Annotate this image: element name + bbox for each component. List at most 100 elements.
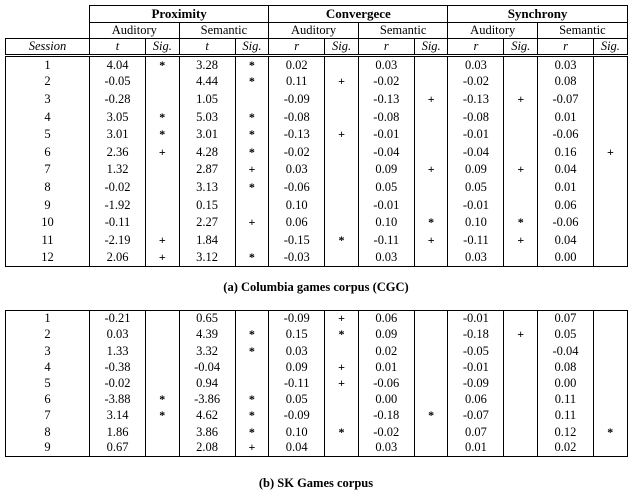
- sig-cell: *: [234, 108, 270, 126]
- sig-cell: [145, 359, 180, 376]
- sig-cell: [592, 310, 628, 327]
- sig-cell: +: [503, 161, 539, 179]
- value-cell: 0.02: [357, 343, 415, 360]
- value-cell: 0.02: [536, 440, 594, 457]
- sig-cell: [145, 196, 180, 214]
- column-header-sig: Sig.: [593, 38, 628, 57]
- sig-cell: [413, 73, 449, 91]
- value-cell: 0.16: [537, 143, 595, 162]
- column-header-sig: Sig.: [324, 38, 359, 57]
- value-cell: 0.11: [268, 73, 326, 91]
- session-cell: 1: [5, 310, 90, 327]
- sig-cell: [593, 178, 628, 197]
- value-cell: -0.01: [447, 196, 505, 214]
- sig-cell: [324, 249, 359, 268]
- value-cell: 0.03: [268, 161, 326, 179]
- value-cell: 0.09: [357, 326, 415, 343]
- sig-cell: [413, 55, 449, 74]
- table-row: 10 -0.11 2.27 +0.06 0.10 * 0.10 * -0.06: [5, 213, 628, 232]
- value-cell: -0.06: [357, 375, 415, 392]
- sig-cell: [234, 196, 270, 214]
- value-cell: 0.04: [537, 231, 595, 250]
- sig-cell: [593, 125, 628, 144]
- value-cell: -0.01: [357, 125, 415, 144]
- sig-cell: [503, 55, 539, 74]
- value-cell: 0.10: [268, 196, 326, 214]
- value-cell: 0.03: [357, 55, 415, 74]
- sig-cell: *: [503, 213, 539, 232]
- value-cell: 0.94: [178, 375, 236, 392]
- corner-spacer: [5, 22, 90, 39]
- sig-cell: [592, 326, 628, 343]
- table-row: 9 0.67 2.08 +0.04 0.03 0.01 0.02: [5, 440, 628, 457]
- sig-cell: *: [234, 423, 270, 441]
- group-header-proximity: Proximity: [88, 5, 270, 23]
- value-cell: 3.01: [89, 125, 146, 144]
- sig-cell: [145, 73, 180, 91]
- value-cell: 0.07: [447, 423, 505, 441]
- value-cell: 3.01: [178, 125, 236, 144]
- value-cell: -0.04: [536, 343, 594, 360]
- session-cell: 7: [5, 161, 90, 179]
- session-cell: 7: [5, 407, 90, 424]
- table-row: 1 4.04 * 3.28 * 0.02 0.03 0.03 0.03: [5, 55, 628, 74]
- value-cell: 0.08: [537, 73, 595, 91]
- sig-cell: [593, 231, 628, 250]
- sig-cell: [413, 143, 449, 162]
- value-cell: -0.09: [268, 90, 326, 109]
- value-cell: -0.28: [89, 90, 146, 109]
- sig-cell: [503, 375, 538, 392]
- value-cell: -0.18: [447, 326, 505, 343]
- sig-cell: [324, 90, 359, 109]
- sig-cell: +: [145, 249, 180, 268]
- value-cell: -0.11: [357, 231, 415, 250]
- table-row: 5 -0.02 0.94 -0.11 + -0.06 -0.09 0.00: [5, 375, 628, 392]
- value-cell: -0.13: [357, 90, 415, 109]
- cgc-table-body: 1 4.04 * 3.28 * 0.02 0.03 0.03 0.03 2 -0.05 4.44 * 0.…: [5, 55, 628, 268]
- group-header-row: Proximity Convergece Synchrony: [5, 5, 628, 23]
- value-cell: 0.04: [268, 440, 326, 457]
- sig-cell: [593, 161, 628, 179]
- sig-cell: [324, 213, 359, 232]
- group-header-synchrony: Synchrony: [447, 5, 628, 23]
- corner-spacer: [5, 5, 90, 23]
- value-cell: 3.14: [89, 407, 146, 424]
- value-cell: 2.06: [89, 249, 146, 268]
- value-cell: 3.12: [178, 249, 236, 268]
- sig-cell: *: [234, 407, 270, 424]
- subheader-auditory: Auditory: [89, 22, 180, 39]
- value-cell: 0.12: [536, 423, 594, 441]
- value-cell: -0.05: [447, 343, 505, 360]
- session-cell: 6: [5, 143, 90, 162]
- sig-cell: [592, 407, 628, 424]
- column-header-sig: Sig.: [413, 38, 449, 57]
- value-cell: 0.67: [89, 440, 146, 457]
- value-cell: 0.01: [357, 359, 415, 376]
- sig-cell: [503, 359, 538, 376]
- table-row: 2 0.03 4.39 * 0.15 * 0.09 -0.18 +0.05: [5, 326, 628, 343]
- sig-cell: [413, 440, 449, 457]
- value-cell: -0.38: [89, 359, 146, 376]
- sig-cell: +: [234, 440, 270, 457]
- value-cell: 1.05: [178, 90, 236, 109]
- value-cell: 2.08: [178, 440, 236, 457]
- sig-cell: +: [324, 73, 359, 91]
- value-cell: -0.04: [447, 143, 505, 162]
- session-cell: 6: [5, 391, 90, 408]
- table-row: 3 -0.28 1.05 -0.09 -0.13 + -0.13 + -0.07: [5, 90, 628, 109]
- sig-cell: [413, 310, 449, 327]
- session-cell: 8: [5, 423, 90, 441]
- session-cell: 3: [5, 343, 90, 360]
- value-cell: 0.03: [357, 249, 415, 268]
- session-cell: 3: [5, 90, 90, 109]
- session-cell: 2: [5, 326, 90, 343]
- table-row: 7 3.14 * 4.62 * -0.09 -0.18 * -0.07 0.11: [5, 407, 628, 424]
- sig-cell: *: [145, 125, 180, 144]
- value-cell: -0.09: [268, 407, 326, 424]
- sig-cell: [413, 326, 449, 343]
- sig-cell: +: [593, 143, 628, 162]
- sig-cell: [324, 108, 359, 126]
- value-cell: 1.33: [89, 343, 146, 360]
- subgroup-header-row: Auditory Semantic Auditory Semantic Audi…: [5, 22, 628, 39]
- value-cell: 2.87: [178, 161, 236, 179]
